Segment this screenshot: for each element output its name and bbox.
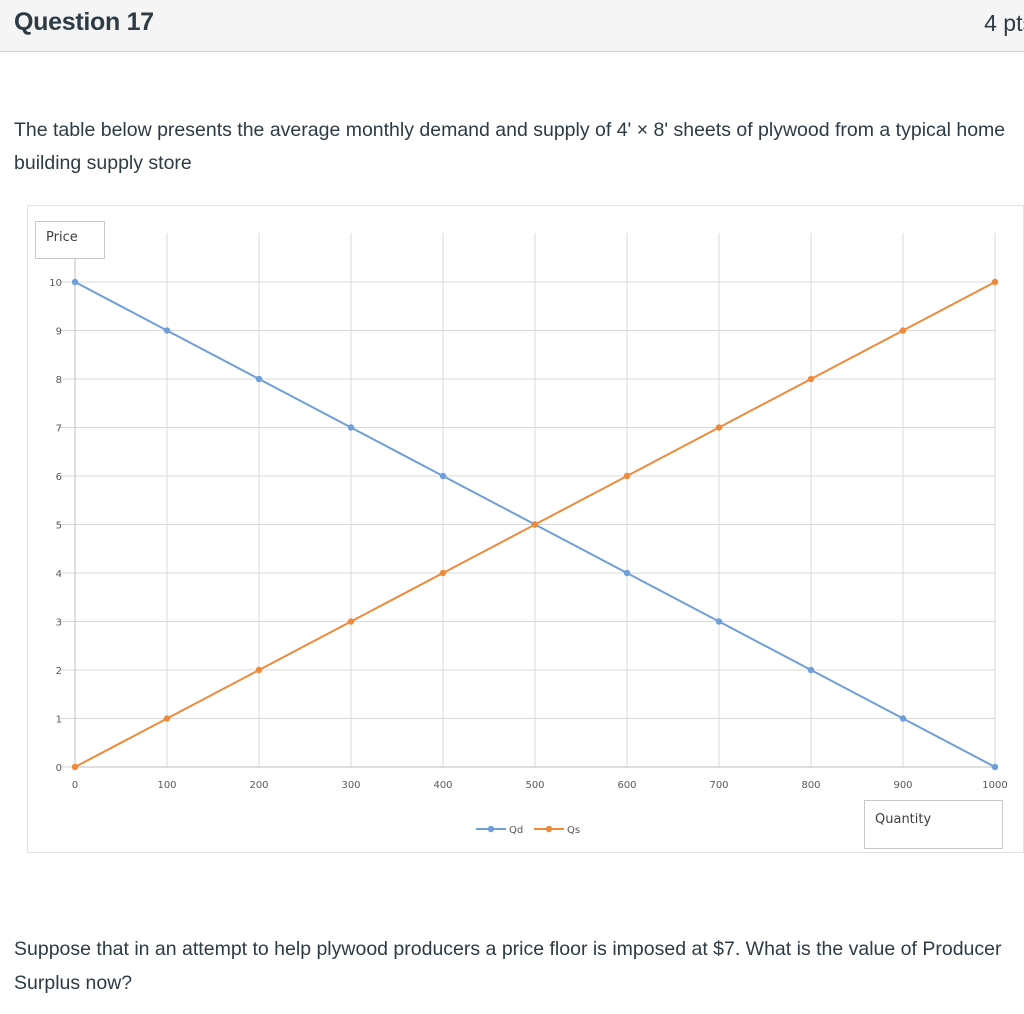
data-point-qd: [623, 569, 631, 577]
x-tick-label: 0: [72, 780, 78, 791]
y-tick-label: 6: [56, 472, 62, 483]
data-point-qs: [439, 569, 447, 577]
question-intro-text: The table below presents the average mon…: [14, 119, 1006, 174]
data-point-qd: [899, 715, 907, 722]
y-tick-label: 1: [56, 715, 62, 726]
y-tick-label: 4: [56, 569, 62, 580]
data-point-qs: [255, 666, 263, 674]
legend-label-qd: Qd: [509, 825, 523, 836]
x-tick-label: 1000: [982, 780, 1007, 791]
legend-label-qs: Qs: [567, 825, 580, 836]
data-point-qs: [163, 715, 171, 722]
x-tick-label: 300: [341, 780, 360, 791]
data-point-qs: [347, 618, 355, 625]
y-axis-title: Price: [35, 221, 105, 259]
supply-demand-chart: 0 100 200 300 400 500 600 700 800 900 1000 0 1 2 3 4 5 6 7…: [49, 233, 1008, 836]
data-point-qs: [623, 472, 631, 480]
data-point-qd: [255, 375, 263, 383]
data-point-qd: [163, 327, 171, 334]
data-point-qd: [347, 424, 355, 431]
data-point-qd: [807, 666, 815, 674]
question-title: Question 17: [14, 8, 154, 36]
y-tick-label: 5: [56, 521, 62, 532]
x-tick-label: 600: [617, 780, 636, 791]
data-point-qs: [71, 763, 79, 771]
data-point-qs: [531, 521, 539, 528]
x-tick-label: 400: [433, 780, 452, 791]
question-header: Question 17 4 pts: [0, 0, 1024, 52]
x-tick-label: 800: [801, 780, 820, 791]
legend-marker-qs: [545, 825, 553, 833]
data-point-qs: [807, 375, 815, 383]
y-tick-label: 3: [56, 618, 62, 629]
data-point-qs: [715, 424, 723, 431]
x-tick-label: 700: [709, 780, 728, 791]
y-tick-label: 7: [56, 424, 62, 435]
x-axis-title: Quantity: [864, 800, 1003, 849]
data-point-qd: [991, 763, 999, 771]
y-tick-label: 8: [56, 375, 62, 386]
question-prompt-text: Suppose that in an attempt to help plywo…: [14, 938, 1002, 994]
data-point-qd: [439, 472, 447, 480]
y-tick-label: 2: [56, 666, 62, 677]
data-point-qd: [715, 618, 723, 625]
legend-marker-qd: [487, 825, 495, 833]
y-tick-label: 0: [56, 763, 62, 774]
y-tick-label: 10: [49, 278, 62, 289]
x-tick-label: 900: [893, 780, 912, 791]
x-tick-label: 200: [249, 780, 268, 791]
data-point-qs: [991, 278, 999, 286]
x-tick-label: 100: [157, 780, 176, 791]
data-point-qs: [899, 327, 907, 334]
x-tick-label: 500: [525, 780, 544, 791]
y-tick-label: 9: [56, 327, 62, 338]
question-points: 4 pts: [984, 10, 1024, 36]
data-point-qd: [71, 278, 79, 286]
